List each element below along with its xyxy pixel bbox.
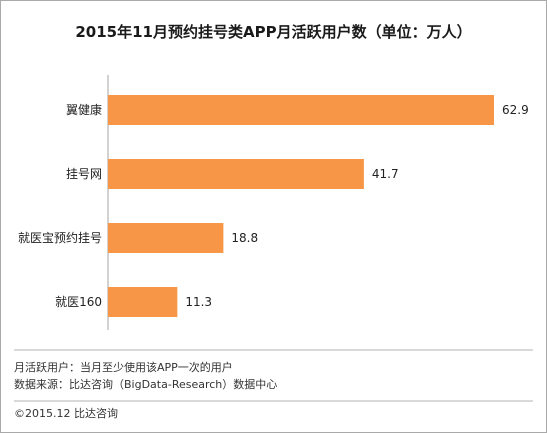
- bar: [108, 223, 224, 253]
- value-label: 62.9: [502, 103, 529, 117]
- bar: [108, 159, 364, 189]
- chart-title: 2015年11月预约挂号类APP月活跃用户数（单位：万人）: [75, 23, 472, 41]
- note-definition: 月活跃用户：当月至少使用该APP一次的用户: [14, 361, 233, 374]
- category-label: 就医宝预约挂号: [18, 230, 102, 245]
- copyright-text: ©2015.12 比达咨询: [14, 407, 118, 420]
- category-label: 翼健康: [66, 102, 102, 117]
- value-label: 11.3: [185, 295, 212, 309]
- bar: [108, 95, 494, 125]
- value-label: 41.7: [372, 167, 399, 181]
- category-label: 就医160: [55, 295, 102, 309]
- note-source: 数据来源：比达咨询（BigData-Research）数据中心: [14, 378, 278, 391]
- value-label: 18.8: [231, 231, 258, 245]
- chart-notes: 月活跃用户：当月至少使用该APP一次的用户 数据来源：比达咨询（BigData-…: [14, 359, 277, 393]
- category-label: 挂号网: [66, 167, 102, 181]
- bar: [108, 287, 178, 317]
